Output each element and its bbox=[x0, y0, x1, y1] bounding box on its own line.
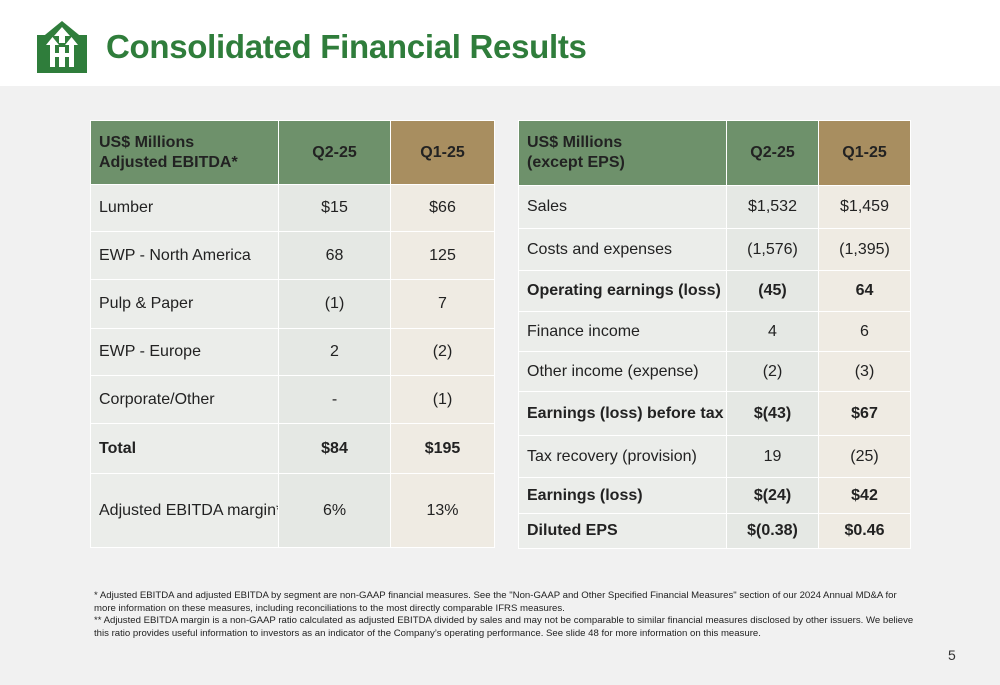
row-label: Total bbox=[90, 423, 279, 474]
header-label-line1: US$ Millions bbox=[99, 133, 195, 151]
row-label: Earnings (loss) before tax bbox=[518, 391, 727, 436]
row-label: Lumber bbox=[90, 184, 279, 232]
table-row: Adjusted EBITDA margin** 6% 13% bbox=[90, 473, 495, 548]
row-value-q1-25: (25) bbox=[818, 435, 911, 478]
row-value-q2-25: - bbox=[278, 375, 391, 424]
table-row: Sales $1,532 $1,459 bbox=[518, 185, 911, 229]
column-header-q1-25: Q1-25 bbox=[818, 120, 911, 186]
table-header-label: US$ Millions (except EPS) bbox=[518, 120, 727, 186]
row-value-q1-25: $0.46 bbox=[818, 513, 911, 549]
row-value-q1-25: $66 bbox=[390, 184, 495, 232]
header-label-line1: US$ Millions bbox=[527, 134, 623, 151]
table-row: Tax recovery (provision) 19 (25) bbox=[518, 435, 911, 478]
row-value-q1-25: $42 bbox=[818, 477, 911, 514]
footnote-adjusted-ebitda: * Adjusted EBITDA and adjusted EBITDA by… bbox=[94, 590, 897, 614]
row-label: EWP - North America bbox=[90, 231, 279, 280]
row-value-q1-25: 6 bbox=[818, 311, 911, 352]
table-row-total: Total $84 $195 bbox=[90, 423, 495, 474]
row-label: Tax recovery (provision) bbox=[518, 435, 727, 478]
table-row-bold: Earnings (loss) before tax $(43) $67 bbox=[518, 391, 911, 436]
column-header-q2-25: Q2-25 bbox=[278, 120, 391, 185]
table-row: Costs and expenses (1,576) (1,395) bbox=[518, 228, 911, 271]
table-row: Finance income 4 6 bbox=[518, 311, 911, 352]
slide-title: Consolidated Financial Results bbox=[106, 28, 587, 65]
row-value-q1-25: (1,395) bbox=[818, 228, 911, 271]
row-value-q1-25: 64 bbox=[818, 270, 911, 312]
footnote-ebitda-margin: ** Adjusted EBITDA margin is a non-GAAP … bbox=[94, 615, 914, 639]
page-number: 5 bbox=[948, 647, 956, 663]
row-value-q2-25: $(43) bbox=[726, 391, 819, 436]
row-value-q1-25: 13% bbox=[390, 473, 495, 548]
row-value-q2-25: 68 bbox=[278, 231, 391, 280]
row-value-q1-25: (2) bbox=[390, 328, 495, 376]
row-label: Pulp & Paper bbox=[90, 279, 279, 329]
table-row: EWP - Europe 2 (2) bbox=[90, 328, 495, 376]
footnotes: * Adjusted EBITDA and adjusted EBITDA by… bbox=[94, 590, 914, 640]
column-header-q1-25: Q1-25 bbox=[390, 120, 495, 185]
row-value-q2-25: 2 bbox=[278, 328, 391, 376]
company-arrows-logo-icon bbox=[37, 21, 87, 73]
row-value-q1-25: $67 bbox=[818, 391, 911, 436]
header-label-line2: (except EPS) bbox=[527, 154, 625, 171]
table-row: Other income (expense) (2) (3) bbox=[518, 351, 911, 392]
row-value-q2-25: (2) bbox=[726, 351, 819, 392]
row-value-q2-25: (45) bbox=[726, 270, 819, 312]
row-label: Operating earnings (loss) bbox=[518, 270, 727, 312]
row-value-q1-25: (1) bbox=[390, 375, 495, 424]
table-row: EWP - North America 68 125 bbox=[90, 231, 495, 280]
row-label: Corporate/Other bbox=[90, 375, 279, 424]
table-row: Corporate/Other - (1) bbox=[90, 375, 495, 424]
row-label: Other income (expense) bbox=[518, 351, 727, 392]
table-header-row: US$ Millions Adjusted EBITDA* Q2-25 Q1-2… bbox=[90, 120, 495, 185]
table-row-bold: Earnings (loss) $(24) $42 bbox=[518, 477, 911, 514]
row-value-q2-25: $84 bbox=[278, 423, 391, 474]
table-row-bold: Diluted EPS $(0.38) $0.46 bbox=[518, 513, 911, 549]
row-value-q1-25: 125 bbox=[390, 231, 495, 280]
row-value-q1-25: $195 bbox=[390, 423, 495, 474]
row-value-q2-25: (1) bbox=[278, 279, 391, 329]
row-label: Finance income bbox=[518, 311, 727, 352]
slide-header: Consolidated Financial Results bbox=[0, 0, 1000, 86]
row-label: Sales bbox=[518, 185, 727, 229]
row-value-q1-25: $1,459 bbox=[818, 185, 911, 229]
consolidated-earnings-table: US$ Millions (except EPS) Q2-25 Q1-25 Sa… bbox=[518, 120, 911, 549]
table-header-label: US$ Millions Adjusted EBITDA* bbox=[90, 120, 279, 185]
table-row: Pulp & Paper (1) 7 bbox=[90, 279, 495, 329]
row-label: Earnings (loss) bbox=[518, 477, 727, 514]
column-header-q2-25: Q2-25 bbox=[726, 120, 819, 186]
row-value-q2-25: (1,576) bbox=[726, 228, 819, 271]
row-value-q2-25: 4 bbox=[726, 311, 819, 352]
row-label: Diluted EPS bbox=[518, 513, 727, 549]
row-value-q2-25: $15 bbox=[278, 184, 391, 232]
row-value-q2-25: 19 bbox=[726, 435, 819, 478]
row-label: Costs and expenses bbox=[518, 228, 727, 271]
row-value-q2-25: 6% bbox=[278, 473, 391, 548]
row-label: Adjusted EBITDA margin** bbox=[90, 473, 279, 548]
row-value-q1-25: 7 bbox=[390, 279, 495, 329]
table-row-bold: Operating earnings (loss) (45) 64 bbox=[518, 270, 911, 312]
table-row: Lumber $15 $66 bbox=[90, 184, 495, 232]
row-value-q1-25: (3) bbox=[818, 351, 911, 392]
row-value-q2-25: $(0.38) bbox=[726, 513, 819, 549]
row-label: EWP - Europe bbox=[90, 328, 279, 376]
row-value-q2-25: $1,532 bbox=[726, 185, 819, 229]
table-header-row: US$ Millions (except EPS) Q2-25 Q1-25 bbox=[518, 120, 911, 186]
header-label-line2: Adjusted EBITDA* bbox=[99, 153, 238, 171]
row-value-q2-25: $(24) bbox=[726, 477, 819, 514]
adjusted-ebitda-table: US$ Millions Adjusted EBITDA* Q2-25 Q1-2… bbox=[90, 120, 495, 548]
